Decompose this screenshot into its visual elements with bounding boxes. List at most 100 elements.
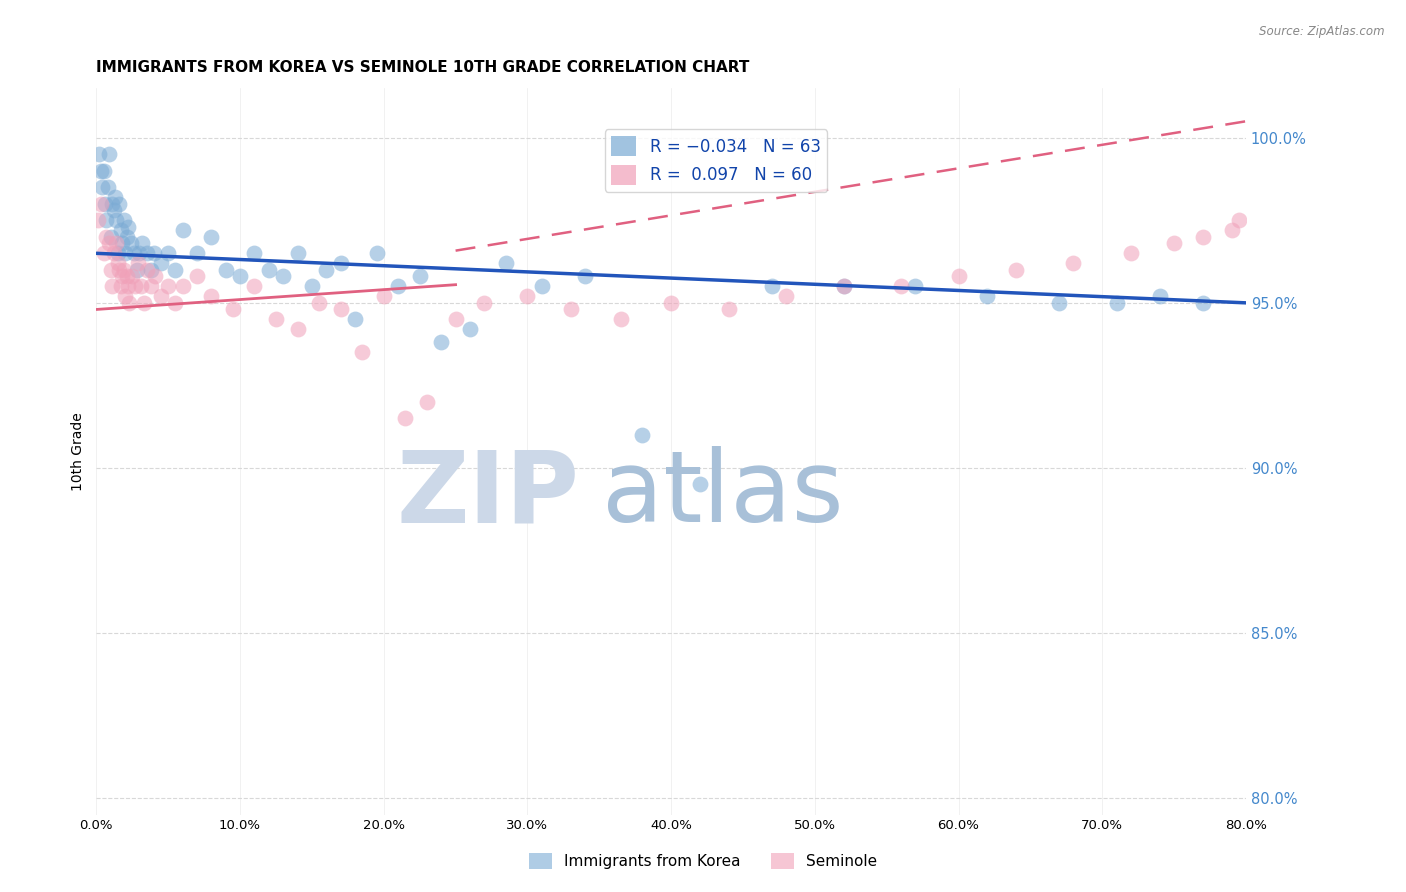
Text: ZIP: ZIP xyxy=(396,447,579,543)
Point xyxy=(416,395,439,409)
Point xyxy=(90,163,112,178)
Point xyxy=(560,302,582,317)
Point xyxy=(1163,236,1185,251)
Point xyxy=(890,279,912,293)
Point xyxy=(659,296,682,310)
Point xyxy=(100,263,122,277)
Point xyxy=(271,269,294,284)
Point xyxy=(122,246,145,260)
Point xyxy=(135,263,157,277)
Point xyxy=(1149,289,1171,303)
Point xyxy=(96,213,118,227)
Point xyxy=(329,256,352,270)
Point xyxy=(94,196,117,211)
Point xyxy=(1191,229,1213,244)
Point xyxy=(717,302,740,317)
Point xyxy=(408,269,430,284)
Point xyxy=(104,190,127,204)
Point xyxy=(128,246,150,260)
Point xyxy=(352,345,374,359)
Point xyxy=(1005,263,1028,277)
Point xyxy=(108,263,131,277)
Point xyxy=(139,263,162,277)
Point xyxy=(107,256,129,270)
Point xyxy=(142,246,165,260)
Point xyxy=(105,236,128,251)
Point xyxy=(495,256,517,270)
Point xyxy=(93,246,115,260)
Point xyxy=(1062,256,1084,270)
Text: IMMIGRANTS FROM KOREA VS SEMINOLE 10TH GRADE CORRELATION CHART: IMMIGRANTS FROM KOREA VS SEMINOLE 10TH G… xyxy=(97,60,749,75)
Point xyxy=(110,279,132,293)
Point xyxy=(150,289,173,303)
Point xyxy=(186,246,208,260)
Point xyxy=(114,246,136,260)
Point xyxy=(1191,296,1213,310)
Point xyxy=(111,269,134,284)
Point xyxy=(117,219,139,234)
Point xyxy=(101,196,124,211)
Point xyxy=(948,269,970,284)
Point xyxy=(775,289,797,303)
Point xyxy=(157,246,180,260)
Point xyxy=(308,296,330,310)
Point xyxy=(904,279,927,293)
Text: Source: ZipAtlas.com: Source: ZipAtlas.com xyxy=(1260,25,1385,38)
Point xyxy=(129,279,152,293)
Point xyxy=(112,213,135,227)
Point xyxy=(117,279,139,293)
Point xyxy=(132,296,155,310)
Text: atlas: atlas xyxy=(602,447,844,543)
Point xyxy=(121,269,143,284)
Point xyxy=(264,312,287,326)
Point xyxy=(90,196,112,211)
Point xyxy=(165,263,187,277)
Point xyxy=(287,246,309,260)
Point xyxy=(100,229,122,244)
Legend: R = −0.034   N = 63, R =  0.097   N = 60: R = −0.034 N = 63, R = 0.097 N = 60 xyxy=(605,129,827,192)
Point xyxy=(373,289,395,303)
Point xyxy=(111,236,134,251)
Point xyxy=(394,411,416,425)
Point xyxy=(115,269,138,284)
Point xyxy=(97,180,120,194)
Point xyxy=(215,263,238,277)
Point xyxy=(315,263,337,277)
Point xyxy=(1227,213,1250,227)
Point xyxy=(366,246,388,260)
Point xyxy=(761,279,783,293)
Point xyxy=(387,279,409,293)
Point xyxy=(257,263,280,277)
Point xyxy=(118,296,141,310)
Point xyxy=(200,229,222,244)
Point xyxy=(150,256,173,270)
Point xyxy=(631,428,654,442)
Point xyxy=(200,289,222,303)
Point xyxy=(976,289,998,303)
Point xyxy=(1119,246,1142,260)
Point xyxy=(243,246,266,260)
Point xyxy=(87,213,110,227)
Point xyxy=(135,246,157,260)
Y-axis label: 10th Grade: 10th Grade xyxy=(72,412,86,491)
Point xyxy=(574,269,596,284)
Point xyxy=(243,279,266,293)
Point xyxy=(110,223,132,237)
Point xyxy=(115,229,138,244)
Point xyxy=(172,279,194,293)
Point xyxy=(1047,296,1070,310)
Point xyxy=(98,147,121,161)
Point xyxy=(89,147,111,161)
Point xyxy=(103,203,125,218)
Point xyxy=(112,263,135,277)
Point xyxy=(96,229,118,244)
Point xyxy=(1220,223,1243,237)
Point xyxy=(301,279,323,293)
Point xyxy=(689,477,711,491)
Point xyxy=(516,289,538,303)
Point xyxy=(222,302,245,317)
Point xyxy=(108,196,131,211)
Point xyxy=(93,163,115,178)
Point xyxy=(103,246,125,260)
Point xyxy=(430,335,453,350)
